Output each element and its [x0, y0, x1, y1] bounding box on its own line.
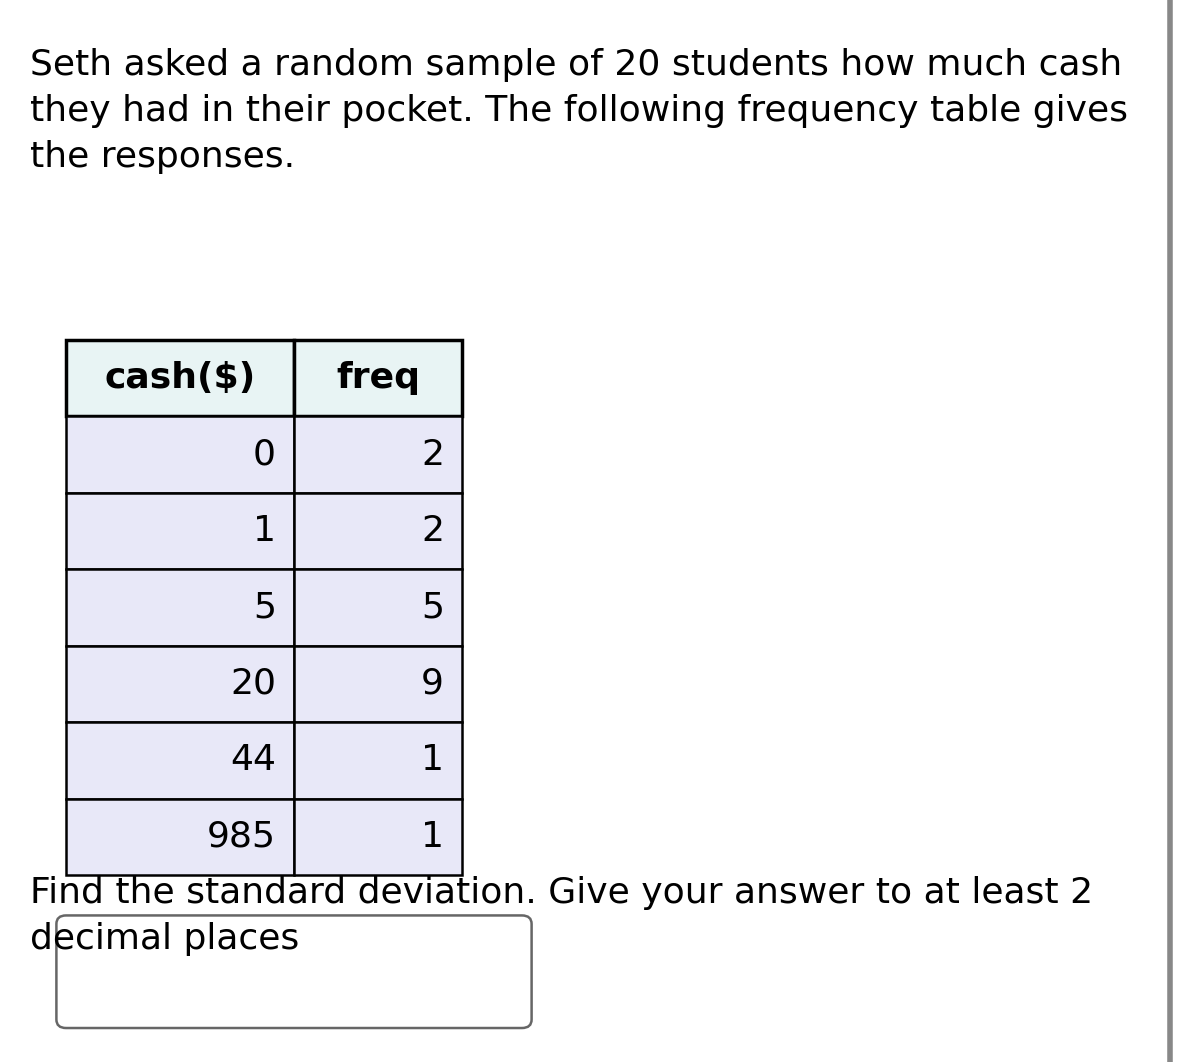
Text: 985: 985	[208, 820, 276, 854]
Text: 0: 0	[253, 438, 276, 472]
Bar	[294, 416, 462, 493]
Bar	[66, 646, 294, 722]
Bar	[66, 799, 294, 875]
Text: 1: 1	[253, 514, 276, 548]
FancyBboxPatch shape	[56, 915, 532, 1028]
Bar	[294, 340, 462, 416]
Text: Seth asked a random sample of 20 students how much cash
they had in their pocket: Seth asked a random sample of 20 student…	[30, 48, 1128, 174]
Bar	[66, 569, 294, 646]
Bar	[66, 493, 294, 569]
Text: 9: 9	[421, 667, 444, 701]
Text: Find the standard deviation. Give your answer to at least 2
decimal places: Find the standard deviation. Give your a…	[30, 876, 1093, 956]
Bar	[294, 722, 462, 799]
Text: 20: 20	[230, 667, 276, 701]
Bar	[66, 416, 294, 493]
Text: cash($): cash($)	[104, 361, 256, 395]
Text: 1: 1	[421, 820, 444, 854]
Bar	[66, 722, 294, 799]
Text: 2: 2	[421, 438, 444, 472]
Text: 44: 44	[230, 743, 276, 777]
Text: 5: 5	[421, 590, 444, 624]
Text: 1: 1	[421, 743, 444, 777]
Bar	[294, 799, 462, 875]
Text: 2: 2	[421, 514, 444, 548]
Bar	[66, 340, 294, 416]
Text: 5: 5	[253, 590, 276, 624]
Bar	[294, 493, 462, 569]
Bar	[294, 646, 462, 722]
Bar	[294, 569, 462, 646]
Text: freq: freq	[336, 361, 420, 395]
